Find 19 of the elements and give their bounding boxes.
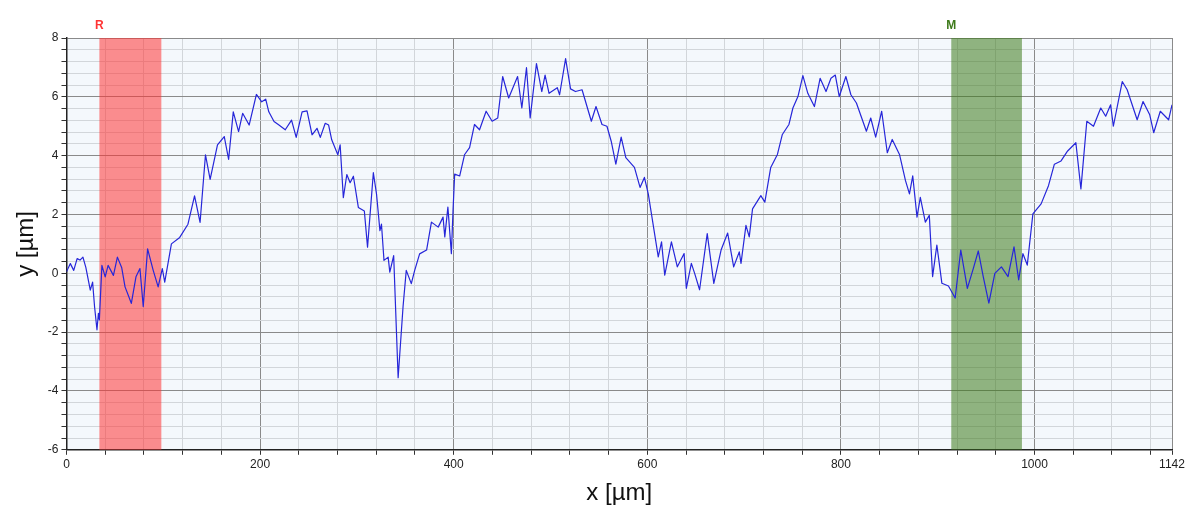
y-tick-label: 4 — [51, 147, 59, 162]
y-tick-label: -2 — [47, 324, 59, 339]
x-tick-label: 0 — [63, 457, 71, 472]
y-axis-title: y [µm] — [11, 210, 39, 277]
y-tick-label: 6 — [51, 89, 59, 104]
y-tick-label: 2 — [51, 206, 59, 221]
y-tick-label: 0 — [51, 265, 59, 280]
x-axis-title: x [µm] — [586, 478, 653, 506]
y-tick-label: 8 — [51, 30, 59, 45]
x-tick-label: 400 — [443, 457, 465, 472]
band-label: M — [946, 18, 957, 33]
x-tick-label: 600 — [637, 457, 658, 472]
y-tick-label: -6 — [47, 442, 59, 457]
x-tick-label: 1000 — [1021, 457, 1049, 472]
x-tick-label: 1142 — [1159, 457, 1186, 472]
y-tick-label: -4 — [47, 383, 59, 398]
x-tick-label: 800 — [830, 457, 852, 472]
x-tick-label: 200 — [250, 457, 271, 472]
band-label: R — [95, 18, 105, 33]
